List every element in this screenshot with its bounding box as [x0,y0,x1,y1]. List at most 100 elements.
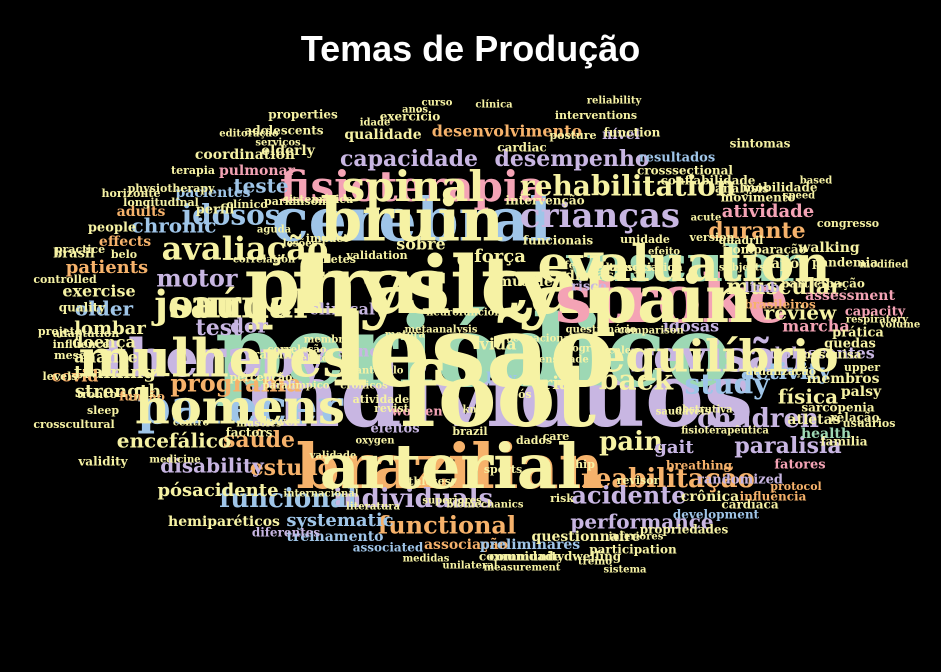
word-244: arterial [320,430,581,503]
word-185: ocupacional [506,334,574,345]
word-58: força [474,246,526,267]
word-148: exercício [380,110,440,124]
word-217: oxygen [355,436,395,447]
word-239: based [800,176,832,187]
word-14: reabilitação [581,464,755,494]
word-8: parecer [137,380,343,436]
word-59: sobre [396,235,445,254]
word-69: assessment [805,288,895,304]
word-127: usuários [843,417,896,430]
word-87: pulmonar [219,163,296,179]
word-55: análise [74,348,138,367]
word-248: homens [135,380,345,436]
word-155: participação [781,277,865,291]
word-177: muscles [236,419,282,430]
word-83: elderly [261,143,316,159]
word-124: pesquisa [803,348,862,362]
word-215: internacional [283,489,358,500]
word-224: comparison [618,326,684,337]
word-29: estudo [250,455,333,481]
word-37: motor [156,264,237,293]
word-210: sistema [603,565,647,576]
word-119: pandemia [812,256,878,270]
word-10: fisioterapia [280,162,546,211]
word-227: saudáveis [656,407,711,418]
word-168: hip [575,458,595,471]
word-221: neurofuncional [426,308,512,319]
word-64: trial [534,373,577,394]
word-147: cardiac [497,141,546,155]
word-7: therapy [104,329,328,390]
word-2: physical [245,238,612,332]
word-48: marcha [782,317,849,336]
word-250: spinal [342,162,485,211]
page-title: Temas de Produção [300,28,641,69]
word-89: adults [117,204,166,220]
word-247: mulheres [78,329,351,390]
word-46: física [778,385,838,409]
word-134: crosscultural [33,418,114,431]
word-31: disability [160,454,265,478]
word-207: unilateral [442,561,497,572]
word-180: horizonte [102,187,161,200]
word-153: funcionais [523,234,594,248]
word-131: trabalho [247,348,304,362]
word-236: efeito [648,247,680,258]
word-220: metaanalysis [405,325,478,336]
word-135: sleep [87,404,119,417]
word-123: sarcopenia [801,401,874,415]
word-117: propriedades [640,523,729,537]
word-174: parkinson [264,195,326,208]
word-249: equilíbrio [598,332,839,383]
word-85: desenvolvimento [432,122,583,141]
word-167: care [543,430,570,443]
word-158: protocol [770,480,821,493]
word-105: people [88,221,136,236]
word-104: quedas [824,337,876,352]
word-191: subjects [719,263,766,274]
word-42: patients [66,257,148,278]
word-222: questionário [566,325,637,336]
word-229: relato [295,354,329,365]
word-162: pós [510,388,531,401]
word-11: journal [151,282,307,327]
word-170: risk [550,492,574,505]
word-80: treinamento [286,529,383,545]
word-51: strength [75,381,161,402]
word-165: atividades [353,393,416,406]
word-206: measurement [484,563,561,574]
word-126: família [820,435,867,449]
word-198: serviços [255,138,301,149]
word-111: associated [353,541,424,555]
word-75: health [801,426,851,442]
word-52: training [74,362,156,383]
word-164: revista [374,402,416,415]
word-101: muscle [497,274,553,290]
word-212: superiores [422,496,482,507]
word-33: performance [570,510,713,534]
word-54: lombar [74,318,146,339]
word-106: perfil [196,203,235,218]
word-213: biomechanics [446,500,523,511]
word-109: brasil [53,247,95,262]
word-0: indivíduos [243,343,754,447]
word-161: athletes [401,475,451,488]
word-176: medicine [149,455,200,466]
word-108: function [604,126,661,140]
word-169: revisor [617,474,660,487]
word-251: saúde [169,282,293,327]
word-24: desempenho [494,146,649,172]
word-121: analysis [715,182,769,196]
word-34: paralisia [734,433,841,459]
word-1: periódico [215,294,731,409]
word-50: pósacidente [157,480,278,501]
word-214: literatura [346,502,400,513]
word-156: atualização [746,365,816,378]
word-160: brazil [452,425,487,438]
word-199: idade [360,118,391,129]
word-233: aguda [257,225,292,236]
word-219: pantocelo [349,366,404,377]
word-157: upper [844,361,880,374]
word-183: diabetes [304,253,356,266]
word-189: version [689,231,735,244]
